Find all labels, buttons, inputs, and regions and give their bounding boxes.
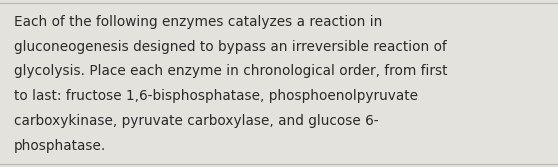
Text: carboxykinase, pyruvate carboxylase, and glucose 6-: carboxykinase, pyruvate carboxylase, and… <box>14 114 378 128</box>
Text: gluconeogenesis designed to bypass an irreversible reaction of: gluconeogenesis designed to bypass an ir… <box>14 40 447 54</box>
Text: phosphatase.: phosphatase. <box>14 139 106 153</box>
Text: Each of the following enzymes catalyzes a reaction in: Each of the following enzymes catalyzes … <box>14 15 382 29</box>
Text: glycolysis. Place each enzyme in chronological order, from first: glycolysis. Place each enzyme in chronol… <box>14 64 448 78</box>
Text: to last: fructose 1,6-bisphosphatase, phosphoenolpyruvate: to last: fructose 1,6-bisphosphatase, ph… <box>14 89 418 103</box>
